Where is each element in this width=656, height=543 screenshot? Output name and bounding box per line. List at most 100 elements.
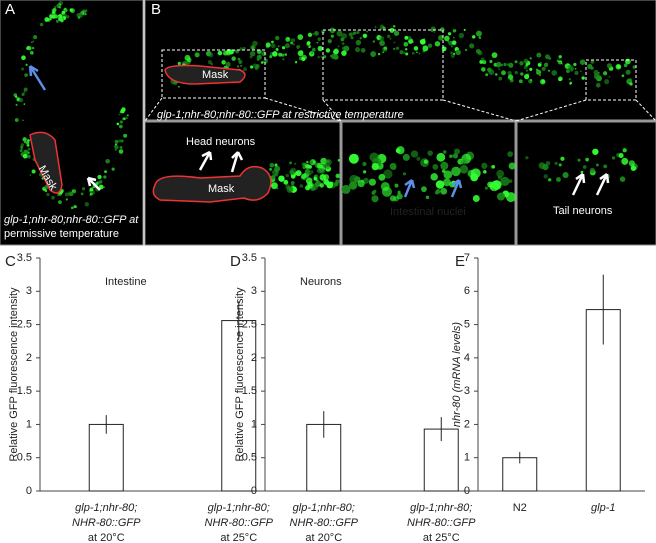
x-tick-label: glp-1;nhr-80; — [208, 502, 270, 514]
gfp-dot — [621, 157, 629, 165]
y-tick-label: 4 — [464, 352, 470, 364]
gfp-dot — [291, 172, 294, 176]
gfp-dot — [540, 79, 546, 85]
caption: permissive temperature — [4, 228, 119, 240]
gfp-dot — [458, 32, 465, 39]
gfp-dot — [330, 34, 334, 38]
gfp-dot — [240, 64, 243, 67]
gfp-dot — [278, 52, 283, 57]
gfp-dot — [568, 78, 571, 81]
gfp-dot — [500, 176, 510, 187]
gfp-dot — [21, 55, 26, 61]
panel-a-image — [0, 0, 144, 246]
gfp-dot — [551, 70, 557, 76]
gfp-dot — [51, 195, 55, 200]
gfp-dot — [508, 179, 513, 183]
gfp-dot — [275, 48, 279, 51]
gfp-dot — [403, 41, 409, 47]
gfp-dot — [242, 46, 246, 50]
gfp-dot — [49, 14, 53, 19]
gfp-dot — [301, 173, 307, 179]
gfp-dot — [84, 202, 90, 207]
gfp-dot — [236, 65, 240, 68]
gfp-dot — [514, 60, 518, 64]
gfp-dot — [46, 192, 50, 197]
gfp-dot — [496, 192, 506, 201]
gfp-dot — [105, 158, 110, 164]
gfp-dot — [523, 58, 529, 64]
y-tick-label: 3 — [251, 285, 257, 297]
gfp-dot — [30, 41, 33, 44]
gfp-dot — [317, 45, 323, 52]
gfp-dot — [270, 43, 276, 49]
y-tick-label: 3 — [464, 385, 470, 397]
y-tick-label: 0 — [464, 485, 470, 497]
gfp-dot — [121, 107, 126, 112]
gfp-dot — [69, 191, 74, 197]
gfp-dot — [480, 57, 485, 62]
gfp-dot — [627, 78, 633, 83]
gfp-dot — [592, 148, 599, 155]
gfp-dot — [81, 187, 86, 191]
gfp-dot — [352, 31, 357, 35]
panel-label: D — [230, 253, 241, 270]
gfp-dot — [64, 192, 69, 197]
gfp-dot — [574, 70, 579, 76]
gfp-dot — [250, 44, 256, 51]
gfp-dot — [15, 95, 18, 99]
chart-title: Neurons — [300, 276, 342, 288]
gfp-dot — [434, 190, 439, 195]
gfp-dot — [379, 40, 385, 46]
gfp-dot — [432, 164, 439, 170]
gfp-dot — [114, 143, 118, 146]
gfp-dot — [289, 161, 293, 165]
gfp-dot — [464, 48, 468, 52]
gfp-dot — [580, 170, 584, 174]
gfp-dot — [561, 63, 564, 65]
gfp-dot — [72, 189, 77, 194]
x-tick-label: at 20°C — [88, 532, 125, 543]
gfp-dot — [333, 181, 339, 187]
gfp-dot — [208, 52, 214, 58]
gfp-dot — [569, 81, 573, 85]
gfp-dot — [126, 114, 129, 117]
gfp-dot — [310, 52, 314, 55]
gfp-dot — [535, 68, 538, 71]
gfp-dot — [452, 153, 459, 159]
gfp-dot — [529, 57, 532, 60]
y-tick-label: 6 — [464, 285, 470, 297]
gfp-dot — [589, 167, 596, 174]
x-tick-label: glp-1;nhr-80; — [293, 502, 355, 514]
gfp-dot — [377, 53, 381, 56]
gfp-dot — [623, 63, 628, 68]
gfp-dot — [396, 146, 405, 155]
gfp-dot — [489, 60, 493, 64]
gfp-dot — [306, 181, 314, 189]
gfp-dot — [225, 49, 232, 56]
gfp-dot — [98, 180, 102, 184]
y-tick-label: 1 — [26, 418, 32, 430]
gfp-dot — [29, 50, 34, 55]
gfp-dot — [39, 22, 44, 27]
y-tick-label: 2 — [26, 352, 32, 364]
gfp-dot — [451, 40, 457, 46]
gfp-dot — [397, 190, 401, 195]
y-tick-label: 1 — [251, 418, 257, 430]
x-tick-label: N2 — [513, 502, 527, 514]
gfp-dot — [503, 62, 507, 67]
gfp-dot — [391, 165, 397, 170]
gfp-dot — [57, 194, 60, 197]
gfp-dot — [611, 156, 616, 160]
gfp-dot — [22, 119, 24, 122]
gfp-dot — [430, 29, 434, 33]
gfp-dot — [405, 52, 409, 56]
gfp-dot — [355, 39, 362, 46]
x-tick-label: glp-1;nhr-80; — [75, 502, 137, 514]
gfp-dot — [393, 41, 396, 44]
gfp-dot — [560, 156, 565, 161]
gfp-dot — [525, 156, 529, 160]
gfp-dot — [301, 56, 306, 62]
gfp-dot — [14, 118, 19, 122]
gfp-dot — [320, 157, 327, 165]
mask-label: Mask — [208, 183, 235, 195]
